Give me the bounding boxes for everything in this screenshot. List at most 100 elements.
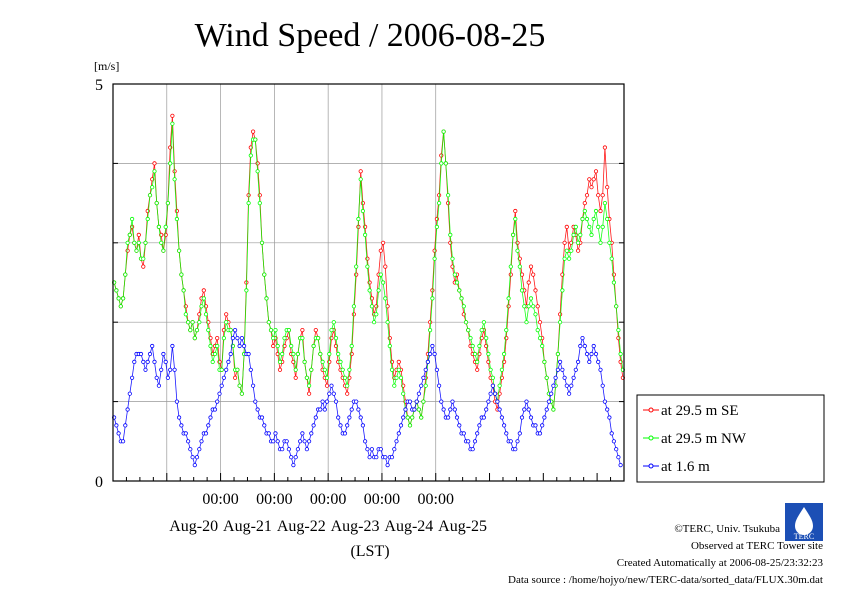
observed-text: Observed at TERC Tower site (691, 540, 823, 552)
series-point-2 (587, 359, 592, 364)
series-point-2 (611, 439, 617, 444)
series-point-2 (439, 399, 444, 404)
series-point-0 (557, 312, 563, 317)
series-point-2 (365, 447, 370, 452)
series-point-2 (327, 391, 332, 396)
series-point-1 (560, 288, 565, 293)
series-point-2 (333, 399, 339, 404)
series-point-2 (407, 399, 413, 404)
series-point-2 (578, 343, 583, 349)
series-point-1 (356, 216, 361, 222)
series-point-2 (177, 415, 182, 420)
series-point-2 (255, 407, 260, 412)
series-point-1 (506, 296, 511, 301)
series-point-1 (203, 312, 209, 317)
series-point-2 (575, 359, 581, 364)
credit-text: ©TERC, Univ. Tsukuba (674, 523, 780, 535)
series-point-1 (304, 375, 309, 380)
series-point-1 (477, 343, 482, 349)
series-point-1 (345, 383, 350, 388)
series-point-1 (486, 351, 491, 357)
series-point-2 (154, 375, 159, 380)
series-point-1 (360, 208, 365, 214)
series-point-2 (170, 343, 175, 349)
series-point-1 (315, 335, 321, 341)
series-point-1 (340, 367, 345, 372)
series-point-1 (192, 335, 197, 341)
series-point-2 (497, 407, 502, 412)
series-point-2 (481, 415, 486, 420)
series-point-2 (499, 415, 504, 420)
series-point-0 (277, 367, 283, 372)
series-point-0 (378, 248, 383, 253)
series-point-2 (522, 407, 527, 412)
series-point-1 (199, 304, 204, 309)
series-point-2 (472, 439, 478, 444)
series-point-2 (123, 423, 128, 428)
series-point-1 (504, 327, 509, 333)
series-point-2 (436, 383, 442, 388)
series-point-2 (557, 359, 563, 364)
series-point-1 (186, 320, 191, 325)
series-point-1 (445, 193, 451, 198)
series-point-0 (233, 375, 238, 380)
series-point-0 (300, 327, 305, 333)
series-point-0 (506, 304, 511, 309)
series-point-1 (154, 201, 159, 206)
series-point-1 (351, 304, 356, 309)
series-point-2 (396, 431, 401, 436)
series-point-1 (347, 367, 352, 372)
series-point-2 (152, 359, 157, 364)
series-point-1 (118, 304, 123, 309)
series-point-0 (360, 201, 365, 206)
series-point-2 (441, 407, 446, 412)
series-point-1 (602, 201, 608, 206)
x-day-label: Aug-23 (331, 518, 380, 535)
series-point-2 (618, 462, 623, 468)
series-point-1 (551, 407, 556, 412)
series-point-2 (490, 383, 495, 388)
series-point-1 (513, 216, 518, 222)
x-tick-label: 00:00 (256, 491, 292, 508)
series-point-1 (324, 375, 330, 380)
series-point-1 (152, 169, 157, 174)
series-point-2 (589, 351, 594, 357)
series-point-1 (450, 256, 455, 261)
series-point-1 (282, 335, 287, 341)
series-point-1 (387, 343, 392, 349)
series-point-2 (358, 415, 363, 420)
series-point-1 (575, 240, 581, 245)
series-point-0 (598, 208, 603, 214)
series-point-2 (605, 407, 610, 412)
series-point-2 (416, 391, 421, 396)
series-point-1 (573, 224, 578, 229)
series-point-2 (199, 439, 204, 444)
series-point-0 (380, 240, 386, 245)
series-point-0 (293, 375, 298, 380)
series-point-1 (589, 232, 594, 237)
series-point-1 (463, 320, 469, 325)
series-point-2 (602, 399, 608, 404)
series-point-1 (517, 264, 522, 269)
series-point-0 (215, 335, 220, 341)
series-point-0 (257, 193, 262, 198)
series-point-0 (582, 201, 587, 206)
series-point-2 (163, 359, 168, 364)
series-point-1 (528, 296, 534, 301)
series-point-1 (508, 264, 513, 269)
series-point-2 (266, 431, 271, 436)
series-point-2 (423, 367, 428, 372)
series-point-1 (318, 351, 323, 357)
series-point-2 (528, 415, 534, 420)
series-point-2 (345, 423, 350, 428)
series-point-1 (611, 280, 617, 285)
series-point-2 (192, 462, 197, 468)
series-point-1 (277, 359, 283, 364)
series-point-1 (354, 264, 359, 269)
series-point-1 (526, 304, 531, 309)
series-point-1 (578, 232, 583, 237)
series-point-2 (127, 391, 132, 396)
series-point-2 (311, 423, 316, 428)
series-point-1 (262, 272, 267, 277)
series-point-1 (557, 320, 563, 325)
